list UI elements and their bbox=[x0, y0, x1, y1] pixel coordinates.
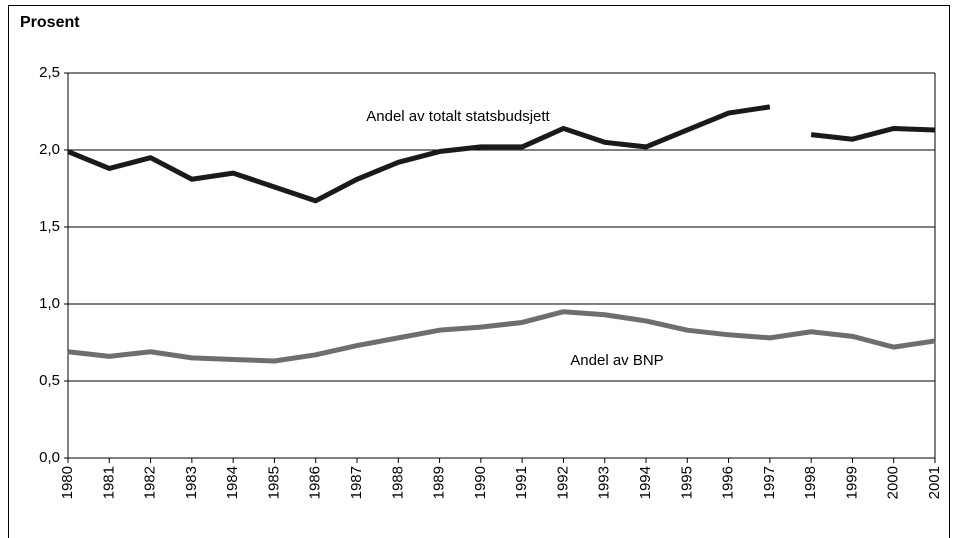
y-tick-label: 1,0 bbox=[39, 295, 60, 312]
x-tick-label: 1993 bbox=[596, 466, 613, 499]
x-tick-label: 2001 bbox=[926, 466, 943, 499]
frame bbox=[8, 5, 950, 538]
x-tick-label: 1996 bbox=[720, 466, 737, 499]
series-line bbox=[810, 125, 936, 142]
series-line bbox=[67, 309, 936, 364]
x-tick-label: 1982 bbox=[142, 466, 159, 499]
x-tick-label: 1981 bbox=[100, 466, 117, 499]
x-tick-label: 1998 bbox=[802, 466, 819, 499]
x-tick-label: 1995 bbox=[678, 466, 695, 499]
x-tick-label: 1999 bbox=[843, 466, 860, 499]
x-tick-label: 2000 bbox=[885, 466, 902, 499]
x-tick-label: 1994 bbox=[637, 466, 654, 499]
x-tick-label: 1983 bbox=[183, 466, 200, 499]
x-tick-label: 1990 bbox=[472, 466, 489, 499]
y-tick-label: 1,5 bbox=[39, 218, 60, 235]
x-tick-label: 1980 bbox=[59, 466, 76, 499]
x-tick-label: 1989 bbox=[431, 466, 448, 499]
series-line bbox=[67, 104, 771, 204]
x-tick-label: 1991 bbox=[513, 466, 530, 499]
y-tick-label: 0,0 bbox=[39, 449, 60, 466]
x-tick-label: 1992 bbox=[554, 466, 571, 499]
x-tick-label: 1986 bbox=[307, 466, 324, 499]
x-tick-label: 1997 bbox=[761, 466, 778, 499]
x-tick-label: 1985 bbox=[265, 466, 282, 499]
chart-title: Prosent bbox=[20, 14, 80, 31]
x-tick-label: 1984 bbox=[224, 466, 241, 499]
x-tick-label: 1987 bbox=[348, 466, 365, 499]
series-label: Andel av totalt statsbudsjett bbox=[366, 108, 550, 125]
y-tick-label: 2,5 bbox=[39, 64, 60, 81]
x-tick-label: 1988 bbox=[389, 466, 406, 499]
y-tick-label: 2,0 bbox=[39, 141, 60, 158]
series-label: Andel av BNP bbox=[570, 352, 663, 369]
y-tick-label: 0,5 bbox=[39, 372, 60, 389]
